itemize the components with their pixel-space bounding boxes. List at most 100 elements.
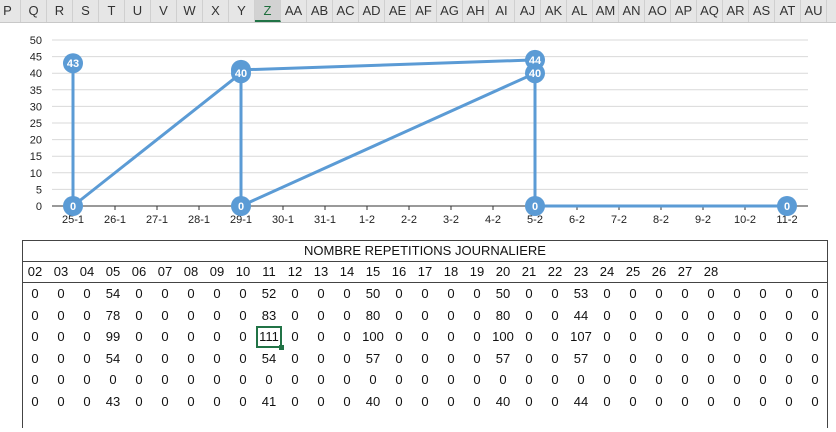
- table-cell[interactable]: 0: [525, 329, 533, 344]
- column-header-p[interactable]: P: [0, 0, 21, 22]
- column-header-ap[interactable]: AP: [671, 0, 697, 22]
- column-header-y[interactable]: Y: [229, 0, 255, 22]
- table-cell[interactable]: 0: [31, 329, 39, 344]
- table-cell[interactable]: 0: [785, 372, 793, 387]
- table-cell[interactable]: 0: [655, 393, 663, 409]
- table-cell[interactable]: 0: [655, 350, 663, 366]
- table-cell[interactable]: 0: [161, 393, 169, 409]
- column-header-al[interactable]: AL: [567, 0, 593, 22]
- table-cell[interactable]: 0: [239, 350, 247, 366]
- column-header-aa[interactable]: AA: [281, 0, 307, 22]
- table-cell[interactable]: 0: [733, 372, 741, 387]
- table-cell[interactable]: 54: [105, 350, 121, 366]
- table-header-cell[interactable]: 14: [339, 264, 355, 279]
- table-cell[interactable]: 0: [603, 350, 611, 366]
- table-header-cell[interactable]: 11: [262, 264, 276, 279]
- table-cell[interactable]: 0: [343, 350, 351, 366]
- table-header-cell[interactable]: 07: [157, 264, 173, 279]
- table-cell[interactable]: 0: [759, 307, 767, 323]
- table-cell[interactable]: 54: [105, 286, 121, 301]
- column-header-q[interactable]: Q: [21, 0, 47, 22]
- table-cell[interactable]: 0: [187, 286, 195, 301]
- table-cell[interactable]: 0: [681, 372, 689, 387]
- table-cell[interactable]: 0: [551, 286, 559, 301]
- table-cell[interactable]: 0: [577, 372, 585, 387]
- table-cell[interactable]: 0: [187, 350, 195, 366]
- table-cell[interactable]: 0: [655, 307, 663, 323]
- table-cell[interactable]: 0: [759, 329, 767, 344]
- table-cell[interactable]: 0: [525, 393, 533, 409]
- table-header-cell[interactable]: [750, 261, 776, 283]
- table-cell[interactable]: 0: [213, 307, 221, 323]
- table-cell[interactable]: 100: [492, 329, 514, 344]
- table-header-cell[interactable]: 03: [53, 264, 69, 279]
- table-cell[interactable]: 0: [265, 372, 273, 387]
- table-cell[interactable]: 0: [681, 286, 689, 301]
- table-cell[interactable]: 0: [213, 393, 221, 409]
- column-header-w[interactable]: W: [177, 0, 203, 22]
- table-cell[interactable]: 0: [161, 350, 169, 366]
- table-cell[interactable]: 0: [681, 350, 689, 366]
- column-header-ak[interactable]: AK: [541, 0, 567, 22]
- table-cell[interactable]: 0: [629, 393, 637, 409]
- column-header-ab[interactable]: AB: [307, 0, 333, 22]
- table-cell[interactable]: 0: [733, 393, 741, 409]
- table-cell[interactable]: 0: [421, 350, 429, 366]
- table-cell[interactable]: 0: [317, 286, 325, 301]
- column-header-af[interactable]: AF: [411, 0, 437, 22]
- table-cell[interactable]: 0: [655, 286, 663, 301]
- column-header-ac[interactable]: AC: [333, 0, 359, 22]
- table-cell[interactable]: 107: [570, 329, 592, 344]
- table-header-cell[interactable]: 19: [469, 264, 485, 279]
- table-cell[interactable]: 100: [362, 329, 384, 344]
- table-cell[interactable]: 0: [603, 307, 611, 323]
- table-cell[interactable]: 0: [785, 393, 793, 409]
- table-cell[interactable]: 0: [421, 307, 429, 323]
- table-cell[interactable]: 0: [317, 329, 325, 344]
- table-cell[interactable]: 0: [421, 329, 429, 344]
- table-cell[interactable]: 0: [395, 393, 403, 409]
- table-cell[interactable]: 0: [395, 372, 403, 387]
- table-header-cell[interactable]: 08: [183, 264, 199, 279]
- column-header-ai[interactable]: AI: [489, 0, 515, 22]
- table-header-cell[interactable]: 06: [131, 264, 147, 279]
- table-header-cell[interactable]: 05: [105, 264, 121, 279]
- table-cell[interactable]: 0: [239, 307, 247, 323]
- column-header-u[interactable]: U: [125, 0, 151, 22]
- table-cell[interactable]: 41: [261, 393, 277, 409]
- table-cell[interactable]: 0: [31, 286, 39, 301]
- table-cell[interactable]: 0: [828, 348, 836, 370]
- table-cell[interactable]: 0: [83, 350, 91, 366]
- table-cell[interactable]: 0: [421, 286, 429, 301]
- table-cell[interactable]: 0: [811, 393, 819, 409]
- table-cell[interactable]: 0: [161, 307, 169, 323]
- table-header-cell[interactable]: 22: [547, 264, 563, 279]
- table-cell[interactable]: 99: [105, 329, 121, 344]
- table-cell[interactable]: 53: [573, 286, 589, 301]
- table-cell[interactable]: 0: [681, 393, 689, 409]
- table-cell[interactable]: 0: [525, 350, 533, 366]
- table-cell[interactable]: 0: [317, 307, 325, 323]
- table-cell[interactable]: 0: [828, 326, 836, 348]
- table-cell[interactable]: 40: [365, 393, 381, 409]
- table-cell[interactable]: 0: [447, 329, 455, 344]
- table-header-cell[interactable]: [828, 261, 836, 283]
- table-cell[interactable]: 0: [421, 393, 429, 409]
- table-header-cell[interactable]: 25: [625, 264, 641, 279]
- table-cell[interactable]: 0: [828, 369, 836, 391]
- table-cell[interactable]: 0: [707, 350, 715, 366]
- table-header-cell[interactable]: [776, 261, 802, 283]
- table-cell[interactable]: 0: [135, 393, 143, 409]
- table-cell[interactable]: 0: [828, 391, 836, 413]
- table-cell[interactable]: 0: [603, 393, 611, 409]
- table-cell[interactable]: 0: [473, 307, 481, 323]
- table-cell[interactable]: 0: [473, 393, 481, 409]
- line-chart[interactable]: 0 5 10 15 20 25 30 35 40 45 50 25-1 26-1 27-1 28-1 29-1…: [0, 23, 836, 232]
- table-cell[interactable]: 0: [811, 286, 819, 301]
- table-cell[interactable]: 0: [707, 372, 715, 387]
- table-cell[interactable]: 80: [365, 307, 381, 323]
- table-header-cell[interactable]: 09: [209, 264, 225, 279]
- table-cell[interactable]: 0: [551, 372, 559, 387]
- table-cell[interactable]: 0: [551, 329, 559, 344]
- table-header-cell[interactable]: [802, 261, 828, 283]
